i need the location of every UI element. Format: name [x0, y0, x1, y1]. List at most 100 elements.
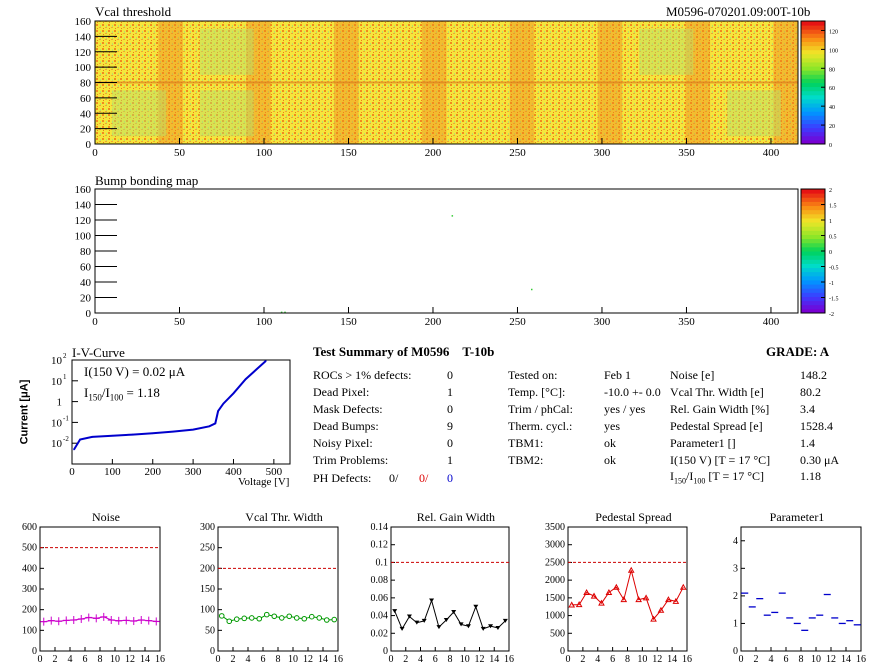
iv-point — [232, 392, 235, 395]
vcal-width-point — [248, 615, 255, 621]
gain-width-series-line — [394, 598, 506, 631]
summary-type: T-10b — [462, 344, 495, 359]
vcal-width-point — [226, 618, 233, 625]
summary-value: 1 — [447, 453, 453, 467]
ratio-label: I150/I100 [T = 17 °C] — [670, 469, 764, 488]
y-tick-label: 40 — [80, 108, 92, 120]
gain-width-point — [443, 618, 449, 622]
colorbar-segment — [801, 82, 825, 88]
y-tick-label: 2000 — [545, 575, 565, 586]
y-tick-label: 0.08 — [371, 575, 389, 586]
colorbar-segment — [801, 259, 825, 264]
summary-label: Vcal Thr. Width [e] — [670, 385, 764, 399]
ph-defects-v1: 0/ — [389, 471, 399, 485]
ratio-value: 1.18 — [800, 469, 821, 483]
iv-x-tick-label: 300 — [185, 466, 202, 478]
colorbar-segment — [801, 119, 825, 124]
gain-width-point — [502, 618, 508, 623]
summary-label: Noisy Pixel: — [313, 436, 373, 450]
summary-value: 1 — [447, 385, 453, 399]
iv-point — [208, 425, 211, 428]
iv-ratio-sub1: 150 — [88, 392, 102, 403]
x-tick-label: 12 — [652, 654, 662, 665]
colorbar-segment — [801, 107, 825, 112]
colorbar-segment — [801, 41, 825, 47]
y-tick-label: 120 — [75, 47, 92, 59]
bump-map-fill — [95, 189, 798, 313]
colorbar-segment — [801, 226, 825, 231]
summary-label: I(150 V) [T = 17 °C] — [670, 453, 771, 467]
noise-title: Noise — [92, 510, 120, 524]
vcal-width-frame — [217, 526, 339, 652]
x-tick-label: 200 — [425, 147, 442, 159]
colorbar-tick-label: -2 — [829, 312, 834, 318]
iv-xlabel: Voltage [V] — [238, 476, 290, 488]
iv-y-tick-exponent: -1 — [63, 414, 69, 422]
summary-value: 0 — [447, 436, 453, 450]
summary-value: 3.4 — [800, 402, 815, 416]
colorbar-tick-label: 20 — [829, 124, 835, 130]
vcal-width-point — [301, 615, 308, 622]
pedestal-spread-point — [679, 583, 687, 590]
ph-defects-v2: 0/ — [419, 471, 429, 485]
summary-value: 1.4 — [800, 436, 815, 450]
roc-green-region — [199, 28, 254, 75]
roc-edge-band — [334, 82, 359, 144]
x-tick-label: 8 — [448, 654, 453, 665]
summary-value: 0.30 μA — [800, 453, 840, 467]
colorbar-segment — [801, 123, 825, 129]
x-tick-label: 400 — [763, 147, 780, 159]
x-tick-label: 6 — [261, 654, 266, 665]
x-tick-label: 100 — [256, 147, 273, 159]
colorbar-segment — [801, 90, 825, 96]
x-tick-label: 0 — [566, 654, 571, 665]
summary-value: 1528.4 — [800, 419, 833, 433]
pedestal-spread-point — [650, 615, 657, 622]
module-id-label: M0596-070201.09:00T-10b — [666, 4, 811, 19]
x-tick-label: 300 — [594, 147, 611, 159]
x-tick-label: 2 — [403, 654, 408, 665]
x-tick-label: 6 — [610, 654, 615, 665]
x-tick-label: 2 — [53, 654, 58, 665]
y-tick-label: 20 — [80, 124, 92, 136]
x-tick-label: 16 — [333, 654, 343, 665]
y-tick-label: 40 — [80, 277, 92, 289]
roc-green-region — [199, 90, 254, 137]
y-tick-label: 60 — [80, 262, 92, 274]
summary-module: Test Summary of M0596 — [313, 344, 450, 359]
x-tick-label: 0 — [38, 654, 43, 665]
y-tick-label: 150 — [200, 584, 215, 595]
pedestal-spread-point — [598, 599, 605, 606]
iv-point — [192, 428, 194, 431]
x-tick-label: 14 — [489, 654, 499, 665]
colorbar-segment — [801, 238, 825, 244]
y-tick-label: 60 — [80, 93, 92, 105]
iv-frame — [71, 359, 291, 465]
y-tick-label: 300 — [200, 522, 215, 533]
ratio-i: I — [670, 469, 674, 483]
x-tick-label: 0 — [739, 654, 744, 665]
x-tick-label: 12 — [125, 654, 135, 665]
parameter1-title: Parameter1 — [770, 510, 825, 524]
colorbar-frame — [800, 20, 826, 145]
iv-y-tick-exponent: 1 — [63, 373, 67, 381]
summary-value: 148.2 — [800, 368, 827, 382]
iv-point — [131, 433, 134, 436]
y-tick-label: 600 — [22, 522, 37, 533]
vcal-width-point — [316, 615, 323, 621]
x-tick-label: 400 — [763, 316, 780, 328]
grade-label: GRADE: A — [766, 344, 830, 359]
colorbar-segment — [801, 284, 825, 289]
iv-y-tick-label: 1 — [57, 397, 63, 409]
pedestal-spread-title: Pedestal Spread — [595, 510, 671, 524]
x-tick-label: 0 — [92, 147, 98, 159]
y-tick-label: 100 — [22, 625, 37, 636]
summary-label: Therm. cycl.: — [508, 419, 573, 433]
x-tick-label: 250 — [509, 147, 526, 159]
x-tick-label: 2 — [754, 654, 759, 665]
iv-ratio-value: = 1.18 — [123, 385, 160, 400]
pedestal-spread-point — [635, 596, 643, 603]
y-tick-label: 0.04 — [371, 611, 389, 622]
